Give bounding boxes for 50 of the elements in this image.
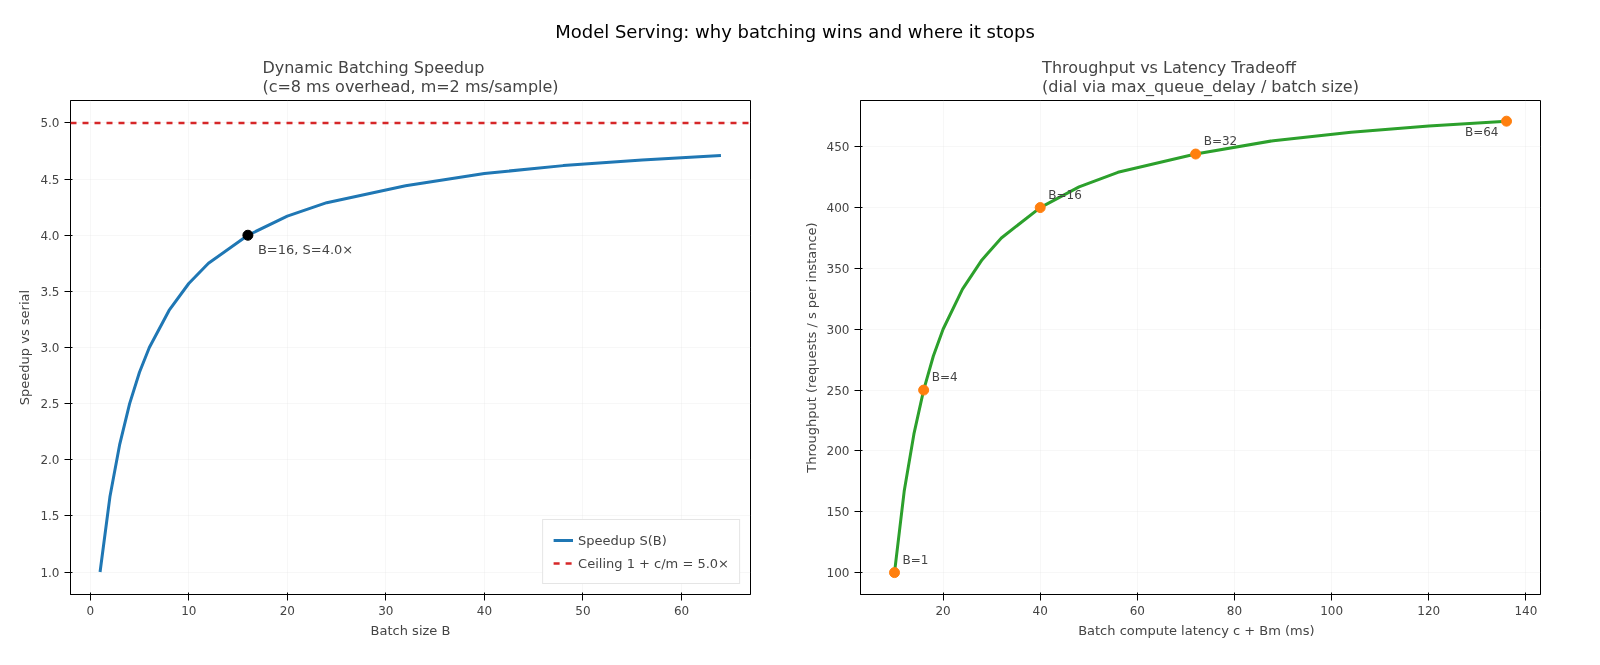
point [1034,202,1046,214]
y-tick-label: 150 [826,505,850,520]
x-tick-label: 40 [476,603,493,618]
y-tick-label: 4.5 [40,172,60,187]
annotation: B=1 [902,552,929,567]
y-tick-label: 3.5 [40,284,60,299]
y-axis-title: Throughput (requests / s per instance) [803,222,819,474]
y-tick-label: 450 [826,140,850,155]
point [1190,148,1202,160]
x-tick-label: 60 [1129,603,1145,618]
y-tick-label: 1.0 [40,565,60,580]
annotation: B=64 [1464,125,1499,140]
x-tick-label: 20 [279,603,295,618]
legend-label: Ceiling 1 + c/m = 5.0× [578,555,729,571]
chart-title: Dynamic Batching Speedup (c=8 ms overhead, m=2 ms/sample) [262,57,559,96]
point [918,384,930,396]
y-tick-label: 5.0 [40,116,60,131]
x-tick-label: 50 [575,603,591,618]
y-tick-label: 300 [826,322,850,337]
y-tick-label: 350 [826,261,850,276]
x-tick-label: 120 [1417,603,1441,618]
x-tick-label: 60 [673,603,690,618]
point [889,567,900,579]
annotation: B=16, S=4.0× [257,242,354,258]
y-tick-label: 1.5 [40,509,60,524]
x-tick-label: 40 [1032,603,1048,618]
x-tick-label: 80 [1226,603,1243,618]
y-tick-label: 400 [826,201,850,216]
legend-label: Speedup S(B) [578,532,667,548]
x-tick-label: 30 [378,603,394,618]
x-tick-label: 10 [181,603,197,618]
chart-title: Throughput vs Latency Tradeoff (dial via max_queue_delay / batch size) [1041,57,1359,97]
x-axis-title: Batch compute latency c + Bm (ms) [1078,622,1315,638]
y-tick-label: 200 [826,444,850,459]
point [1501,115,1512,127]
y-tick-label: 100 [826,566,850,581]
y-tick-label: 2.5 [40,397,60,412]
y-tick-label: 4.0 [40,228,60,243]
text: Model Serving: why batching wins and where it stops [555,20,1035,44]
x-axis-title: Batch size B [370,622,451,638]
x-tick-label: 100 [1320,603,1344,618]
annotation: B=4 [931,370,958,385]
x-tick-label: 140 [1514,603,1538,618]
x-tick-label: 0 [86,603,95,618]
x-tick-label: 20 [935,603,951,618]
y-tick-label: 2.0 [40,453,60,468]
y-tick-label: 3.0 [40,341,60,355]
y-axis-title: Speedup vs serial [17,289,33,406]
annotation: B=32 [1203,134,1238,149]
y-tick-label: 250 [826,383,850,398]
